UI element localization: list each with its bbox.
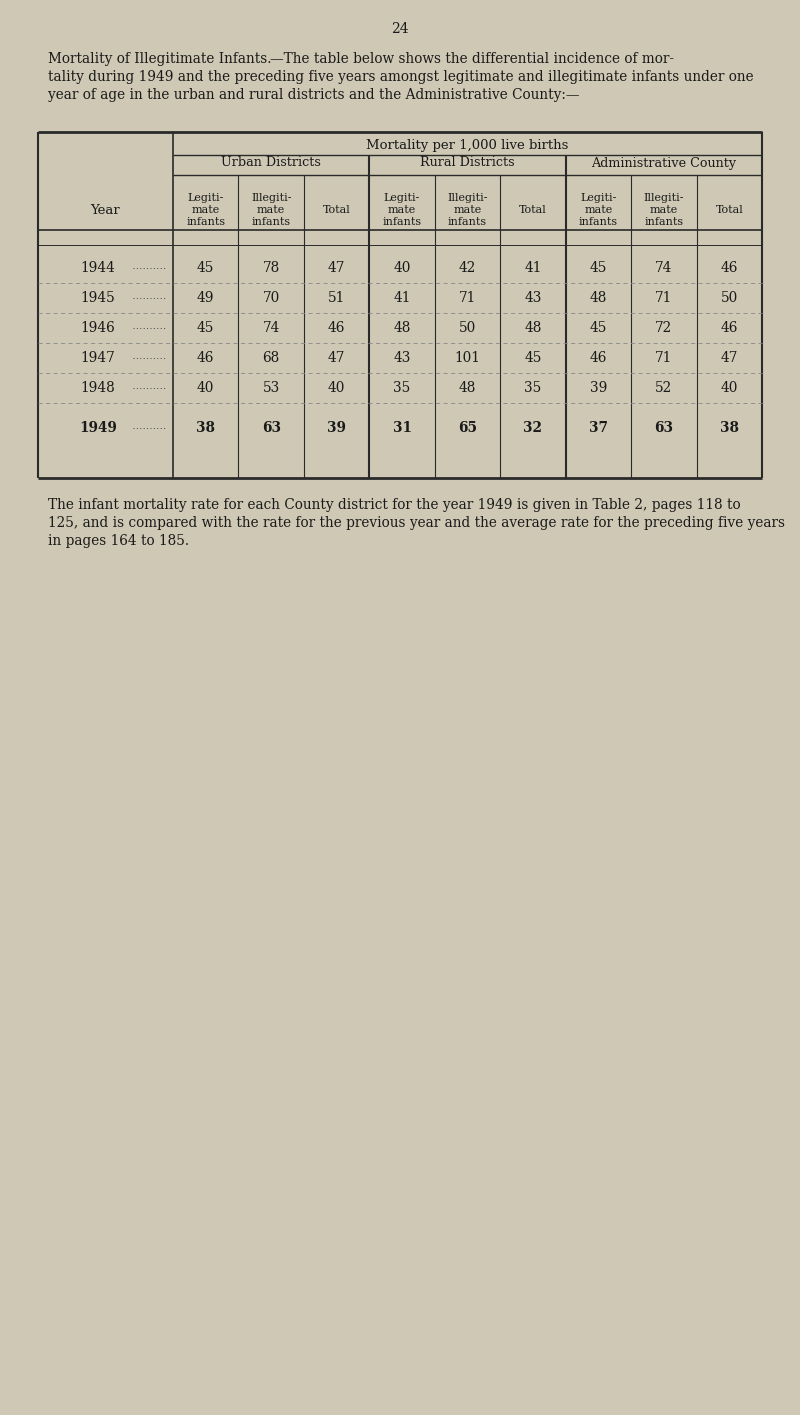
- Text: 74: 74: [655, 260, 673, 275]
- Text: 71: 71: [655, 351, 673, 365]
- Text: Illegiti-
mate
infants: Illegiti- mate infants: [447, 192, 488, 226]
- Text: 1947: 1947: [81, 351, 115, 365]
- Text: tality during 1949 and the preceding five years amongst legitimate and illegitim: tality during 1949 and the preceding fiv…: [48, 69, 754, 83]
- Text: 49: 49: [197, 291, 214, 306]
- Text: 47: 47: [328, 351, 346, 365]
- Text: Legiti-
mate
infants: Legiti- mate infants: [186, 192, 226, 226]
- Text: 46: 46: [721, 321, 738, 335]
- Text: 1946: 1946: [81, 321, 115, 335]
- Text: 39: 39: [590, 381, 607, 395]
- Text: 1944: 1944: [81, 260, 115, 275]
- Text: year of age in the urban and rural districts and the Administrative County:—: year of age in the urban and rural distr…: [48, 88, 579, 102]
- Text: 24: 24: [391, 23, 409, 35]
- Text: Illegiti-
mate
infants: Illegiti- mate infants: [643, 192, 684, 226]
- Text: 51: 51: [328, 291, 346, 306]
- Text: 46: 46: [328, 321, 346, 335]
- Text: Mortality of Illegitimate Infants.: Mortality of Illegitimate Infants.: [48, 52, 271, 67]
- Text: 48: 48: [394, 321, 410, 335]
- Text: 41: 41: [394, 291, 410, 306]
- Text: 38: 38: [720, 422, 738, 434]
- Text: 50: 50: [721, 291, 738, 306]
- Text: 45: 45: [524, 351, 542, 365]
- Text: 35: 35: [394, 381, 410, 395]
- Text: 43: 43: [524, 291, 542, 306]
- Text: 63: 63: [262, 422, 281, 434]
- Text: 40: 40: [721, 381, 738, 395]
- Text: 71: 71: [655, 291, 673, 306]
- Text: Administrative County: Administrative County: [591, 157, 736, 170]
- Text: Urban Districts: Urban Districts: [222, 157, 321, 170]
- Text: Legiti-
mate
infants: Legiti- mate infants: [579, 192, 618, 226]
- Text: 1945: 1945: [81, 291, 115, 306]
- Text: 52: 52: [655, 381, 673, 395]
- Text: 1948: 1948: [81, 381, 115, 395]
- Text: 46: 46: [590, 351, 607, 365]
- Text: Total: Total: [519, 205, 547, 215]
- Text: 48: 48: [524, 321, 542, 335]
- Text: 38: 38: [196, 422, 215, 434]
- Text: 74: 74: [262, 321, 280, 335]
- Text: 39: 39: [327, 422, 346, 434]
- Text: 43: 43: [394, 351, 410, 365]
- Text: 42: 42: [459, 260, 476, 275]
- Text: 48: 48: [590, 291, 607, 306]
- Text: 53: 53: [262, 381, 280, 395]
- Text: 78: 78: [262, 260, 280, 275]
- Text: Year: Year: [90, 204, 120, 216]
- Text: 101: 101: [454, 351, 481, 365]
- Text: 46: 46: [721, 260, 738, 275]
- Text: 40: 40: [394, 260, 410, 275]
- Text: 45: 45: [590, 321, 607, 335]
- Text: 47: 47: [328, 260, 346, 275]
- Text: 32: 32: [523, 422, 542, 434]
- Text: 46: 46: [197, 351, 214, 365]
- Text: 45: 45: [590, 260, 607, 275]
- Text: 45: 45: [197, 321, 214, 335]
- Text: Legiti-
mate
infants: Legiti- mate infants: [382, 192, 422, 226]
- Text: 35: 35: [524, 381, 542, 395]
- Text: 31: 31: [393, 422, 411, 434]
- Text: 41: 41: [524, 260, 542, 275]
- Text: in pages 164 to 185.: in pages 164 to 185.: [48, 533, 189, 548]
- Text: Total: Total: [715, 205, 743, 215]
- Text: 50: 50: [459, 321, 476, 335]
- Text: 45: 45: [197, 260, 214, 275]
- Text: 48: 48: [459, 381, 476, 395]
- Text: Mortality per 1,000 live births: Mortality per 1,000 live births: [366, 139, 569, 151]
- Text: 71: 71: [459, 291, 476, 306]
- Text: 47: 47: [721, 351, 738, 365]
- Text: Total: Total: [322, 205, 350, 215]
- Text: Rural Districts: Rural Districts: [420, 157, 515, 170]
- Text: The infant mortality rate for each County district for the year 1949 is given in: The infant mortality rate for each Count…: [48, 498, 741, 512]
- Text: Illegiti-
mate
infants: Illegiti- mate infants: [251, 192, 291, 226]
- Text: 70: 70: [262, 291, 280, 306]
- Text: 37: 37: [589, 422, 608, 434]
- Text: 63: 63: [654, 422, 674, 434]
- Text: 40: 40: [197, 381, 214, 395]
- Text: 125, and is compared with the rate for the previous year and the average rate fo: 125, and is compared with the rate for t…: [48, 516, 785, 531]
- Text: 65: 65: [458, 422, 477, 434]
- Text: —The table below shows the differential incidence of mor-: —The table below shows the differential …: [270, 52, 674, 67]
- Text: 72: 72: [655, 321, 673, 335]
- Text: 40: 40: [328, 381, 346, 395]
- Text: 68: 68: [262, 351, 280, 365]
- Text: 1949: 1949: [79, 422, 117, 434]
